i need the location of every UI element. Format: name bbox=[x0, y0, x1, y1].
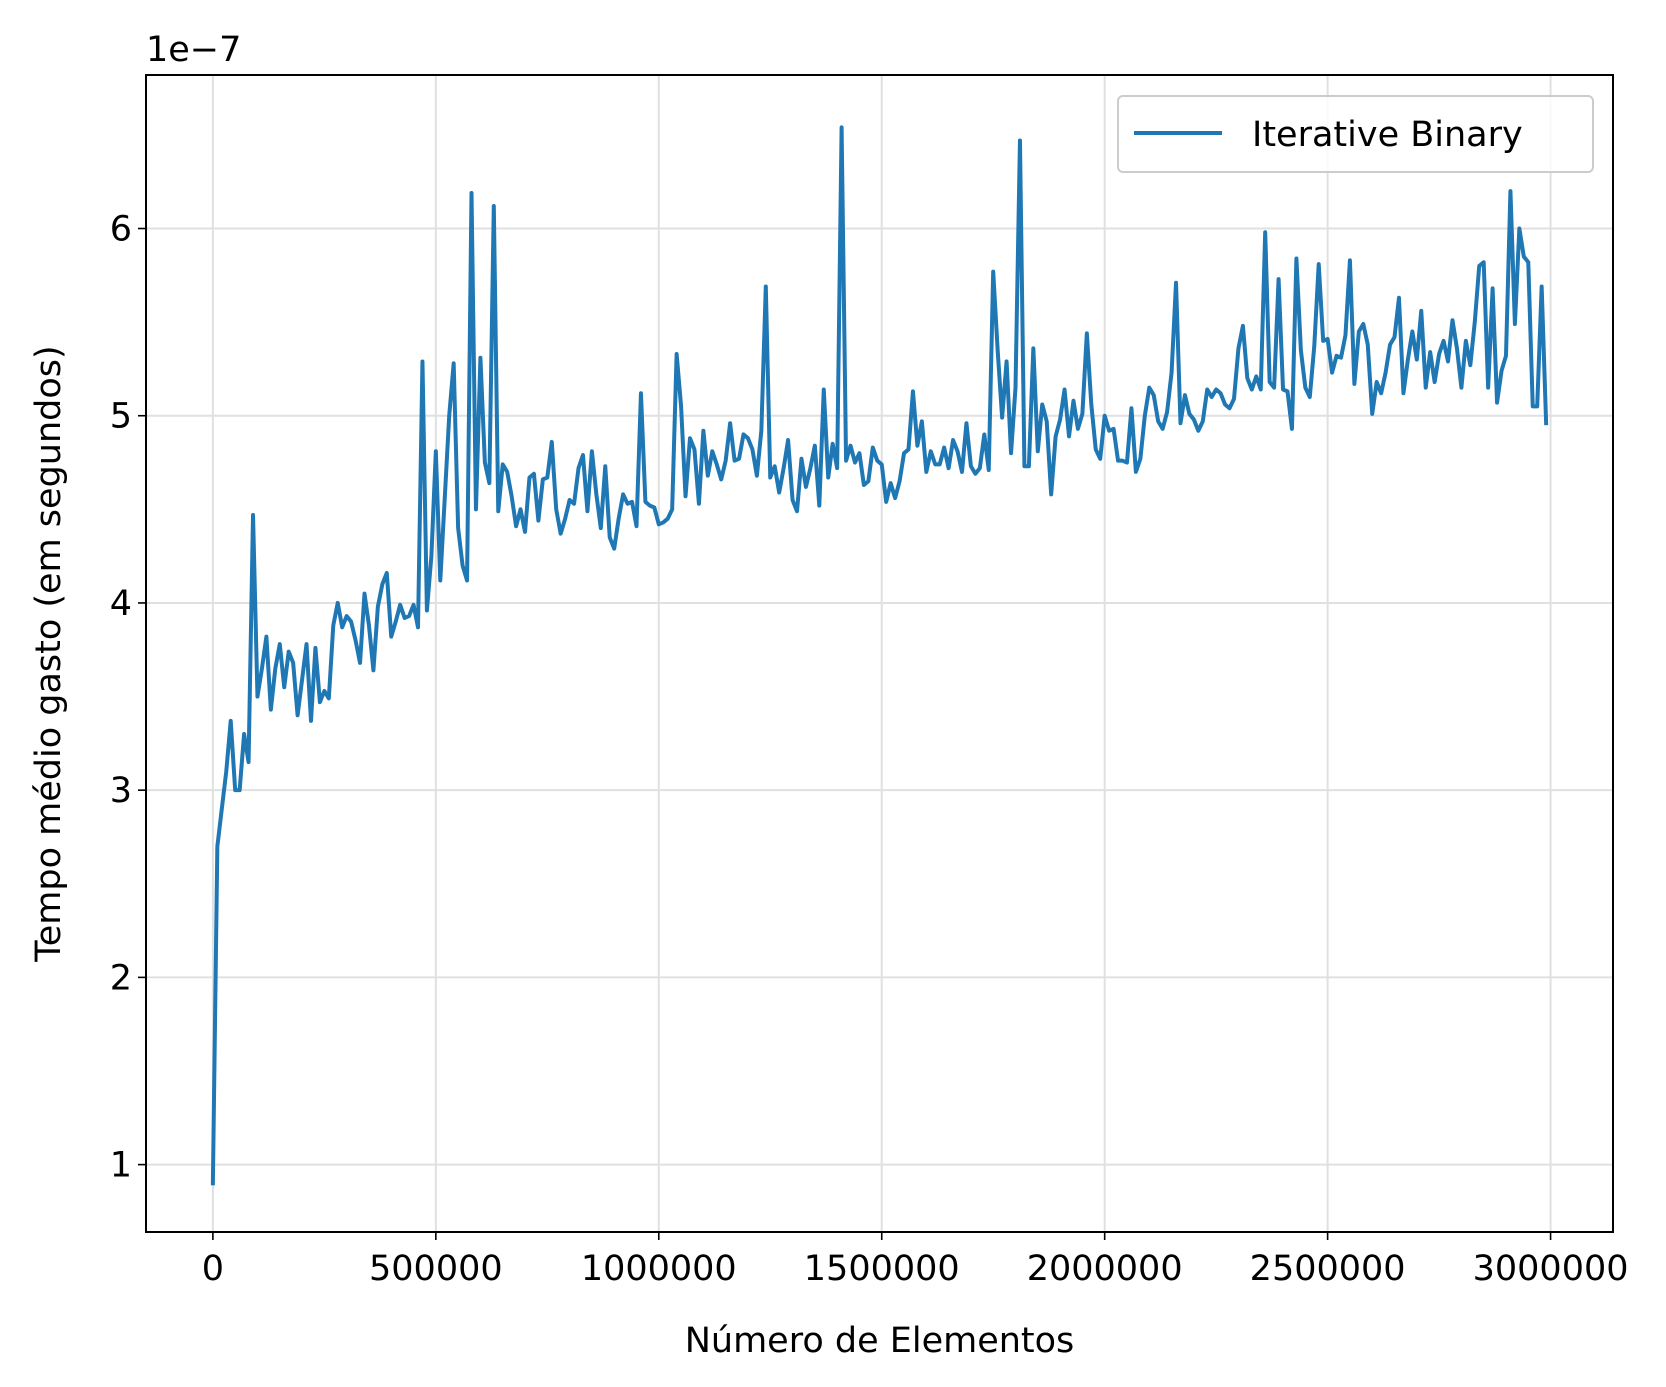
y-tick-label: 2 bbox=[110, 958, 132, 998]
x-axis-label: Número de Elementos bbox=[685, 1321, 1075, 1361]
y-tick-label: 6 bbox=[110, 210, 132, 250]
series-line-iterative-binary bbox=[210, 125, 1549, 1186]
x-tick-label: 500000 bbox=[369, 1249, 503, 1289]
y-tick-label: 1 bbox=[110, 1146, 132, 1186]
legend-box bbox=[1117, 95, 1594, 173]
legend-label-iterative-binary: Iterative Binary bbox=[1252, 115, 1523, 155]
y-tick-label: 4 bbox=[110, 584, 132, 624]
x-tick-label: 0 bbox=[202, 1249, 224, 1289]
x-tick-label: 1500000 bbox=[804, 1249, 960, 1289]
x-tick-label: 2000000 bbox=[1027, 1249, 1183, 1289]
x-tick-label: 2500000 bbox=[1250, 1249, 1406, 1289]
y-tick-label: 3 bbox=[110, 771, 132, 811]
y-axis: 1 2 3 4 5 6 bbox=[110, 210, 146, 1186]
axes-frame bbox=[145, 74, 1614, 1233]
grid bbox=[146, 75, 1613, 1232]
y-tick-label: 5 bbox=[110, 397, 132, 437]
x-tick-label: 3000000 bbox=[1473, 1249, 1629, 1289]
x-tick-label: 1000000 bbox=[581, 1249, 737, 1289]
y-axis-label: Tempo médio gasto (em segundos) bbox=[29, 345, 69, 962]
x-axis: 0 500000 1000000 1500000 2000000 2500000 30000… bbox=[202, 1232, 1629, 1289]
y-offset-text: 1e−7 bbox=[146, 30, 241, 70]
legend: Iterative Binary bbox=[1117, 95, 1594, 173]
plot-area bbox=[210, 125, 1549, 1186]
